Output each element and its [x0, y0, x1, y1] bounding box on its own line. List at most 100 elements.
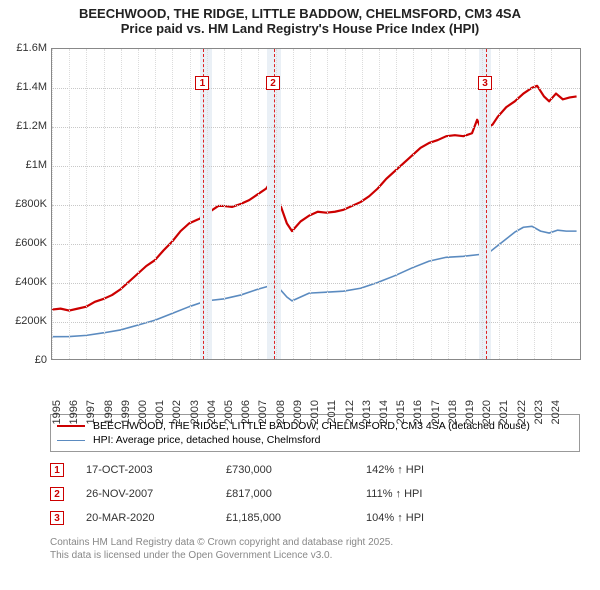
xtick-label: 2022 — [516, 400, 528, 424]
gridline-v — [104, 49, 105, 359]
event-marker-1: 1 — [195, 76, 209, 90]
gridline-h — [52, 322, 580, 323]
footer: Contains HM Land Registry data © Crown c… — [50, 536, 580, 562]
xtick-label: 2018 — [447, 400, 459, 424]
xtick-label: 2021 — [498, 400, 510, 424]
event-marker-2: 2 — [266, 76, 280, 90]
event-hpi: 142% ↑ HPI — [366, 464, 424, 476]
footer-line1: Contains HM Land Registry data © Crown c… — [50, 536, 580, 549]
xtick-label: 2002 — [171, 400, 183, 424]
gridline-v — [276, 49, 277, 359]
gridline-h — [52, 283, 580, 284]
xtick-label: 2005 — [223, 400, 235, 424]
ytick-label: £1M — [5, 159, 47, 171]
event-row: 117-OCT-2003£730,000142% ↑ HPI — [50, 458, 580, 482]
event-vline — [274, 49, 275, 359]
gridline-v — [413, 49, 414, 359]
xtick-label: 2016 — [412, 400, 424, 424]
event-row-marker: 3 — [50, 511, 64, 525]
xtick-label: 1996 — [68, 400, 80, 424]
gridline-v — [448, 49, 449, 359]
event-table: 117-OCT-2003£730,000142% ↑ HPI 2 26-NOV-20… — [50, 458, 580, 530]
gridline-v — [396, 49, 397, 359]
gridline-v — [362, 49, 363, 359]
xtick-label: 2012 — [344, 400, 356, 424]
footer-line2: This data is licensed under the Open Gov… — [50, 549, 580, 562]
ytick-label: £1.6M — [5, 42, 47, 54]
event-price: £730,000 — [226, 464, 366, 476]
gridline-v — [517, 49, 518, 359]
gridline-v — [534, 49, 535, 359]
xtick-label: 2000 — [137, 400, 149, 424]
xtick-label: 2017 — [430, 400, 442, 424]
gridline-v — [258, 49, 259, 359]
title-block: BEECHWOOD, THE RIDGE, LITTLE BADDOW, CHE… — [0, 0, 600, 40]
xtick-label: 1997 — [85, 400, 97, 424]
event-vline — [203, 49, 204, 359]
gridline-v — [379, 49, 380, 359]
xtick-label: 1995 — [51, 400, 63, 424]
gridline-v — [224, 49, 225, 359]
ytick-label: £400K — [5, 276, 47, 288]
event-price: £817,000 — [226, 488, 366, 500]
gridline-v — [482, 49, 483, 359]
ytick-label: £1.4M — [5, 81, 47, 93]
xtick-label: 2004 — [206, 400, 218, 424]
gridline-h — [52, 166, 580, 167]
gridline-h — [52, 205, 580, 206]
xtick-label: 2007 — [257, 400, 269, 424]
gridline-v — [551, 49, 552, 359]
gridline-h — [52, 244, 580, 245]
gridline-v — [69, 49, 70, 359]
title-address: BEECHWOOD, THE RIDGE, LITTLE BADDOW, CHE… — [10, 6, 590, 21]
legend-swatch — [57, 425, 85, 427]
gridline-v — [155, 49, 156, 359]
xtick-label: 1999 — [120, 400, 132, 424]
xtick-label: 2009 — [292, 400, 304, 424]
ytick-label: £1.2M — [5, 120, 47, 132]
event-date: 17-OCT-2003 — [86, 464, 226, 476]
gridline-v — [86, 49, 87, 359]
gridline-v — [499, 49, 500, 359]
ytick-label: £800K — [5, 198, 47, 210]
gridline-v — [345, 49, 346, 359]
xtick-label: 2019 — [464, 400, 476, 424]
gridline-v — [327, 49, 328, 359]
gridline-v — [121, 49, 122, 359]
event-hpi: 111% ↑ HPI — [366, 488, 422, 500]
event-date: 20-MAR-2020 — [86, 512, 226, 524]
xtick-label: 2006 — [240, 400, 252, 424]
gridline-v — [465, 49, 466, 359]
event-row: 320-MAR-2020£1,185,000104% ↑ HPI — [50, 506, 580, 530]
gridline-v — [190, 49, 191, 359]
gridline-v — [138, 49, 139, 359]
plot-area — [51, 48, 581, 360]
series-lines — [52, 49, 580, 359]
gridline-v — [310, 49, 311, 359]
gridline-v — [431, 49, 432, 359]
legend-row: HPI: Average price, detached house, Chel… — [57, 433, 573, 447]
legend-label: HPI: Average price, detached house, Chel… — [93, 434, 320, 446]
gridline-v — [293, 49, 294, 359]
xtick-label: 1998 — [103, 400, 115, 424]
event-row-marker: 2 — [50, 487, 64, 501]
gridline-v — [207, 49, 208, 359]
xtick-label: 2013 — [361, 400, 373, 424]
xtick-label: 2014 — [378, 400, 390, 424]
gridline-v — [172, 49, 173, 359]
xtick-label: 2010 — [309, 400, 321, 424]
ytick-label: £600K — [5, 237, 47, 249]
gridline-h — [52, 127, 580, 128]
xtick-label: 2015 — [395, 400, 407, 424]
legend-swatch — [57, 440, 85, 441]
xtick-label: 2020 — [481, 400, 493, 424]
title-subtitle: Price paid vs. HM Land Registry's House … — [10, 21, 590, 36]
event-marker-3: 3 — [478, 76, 492, 90]
gridline-h — [52, 88, 580, 89]
ytick-label: £200K — [5, 315, 47, 327]
xtick-label: 2008 — [275, 400, 287, 424]
xtick-label: 2003 — [189, 400, 201, 424]
event-date: 26-NOV-2007 — [86, 488, 226, 500]
ytick-label: £0 — [5, 354, 47, 366]
xtick-label: 2024 — [550, 400, 562, 424]
